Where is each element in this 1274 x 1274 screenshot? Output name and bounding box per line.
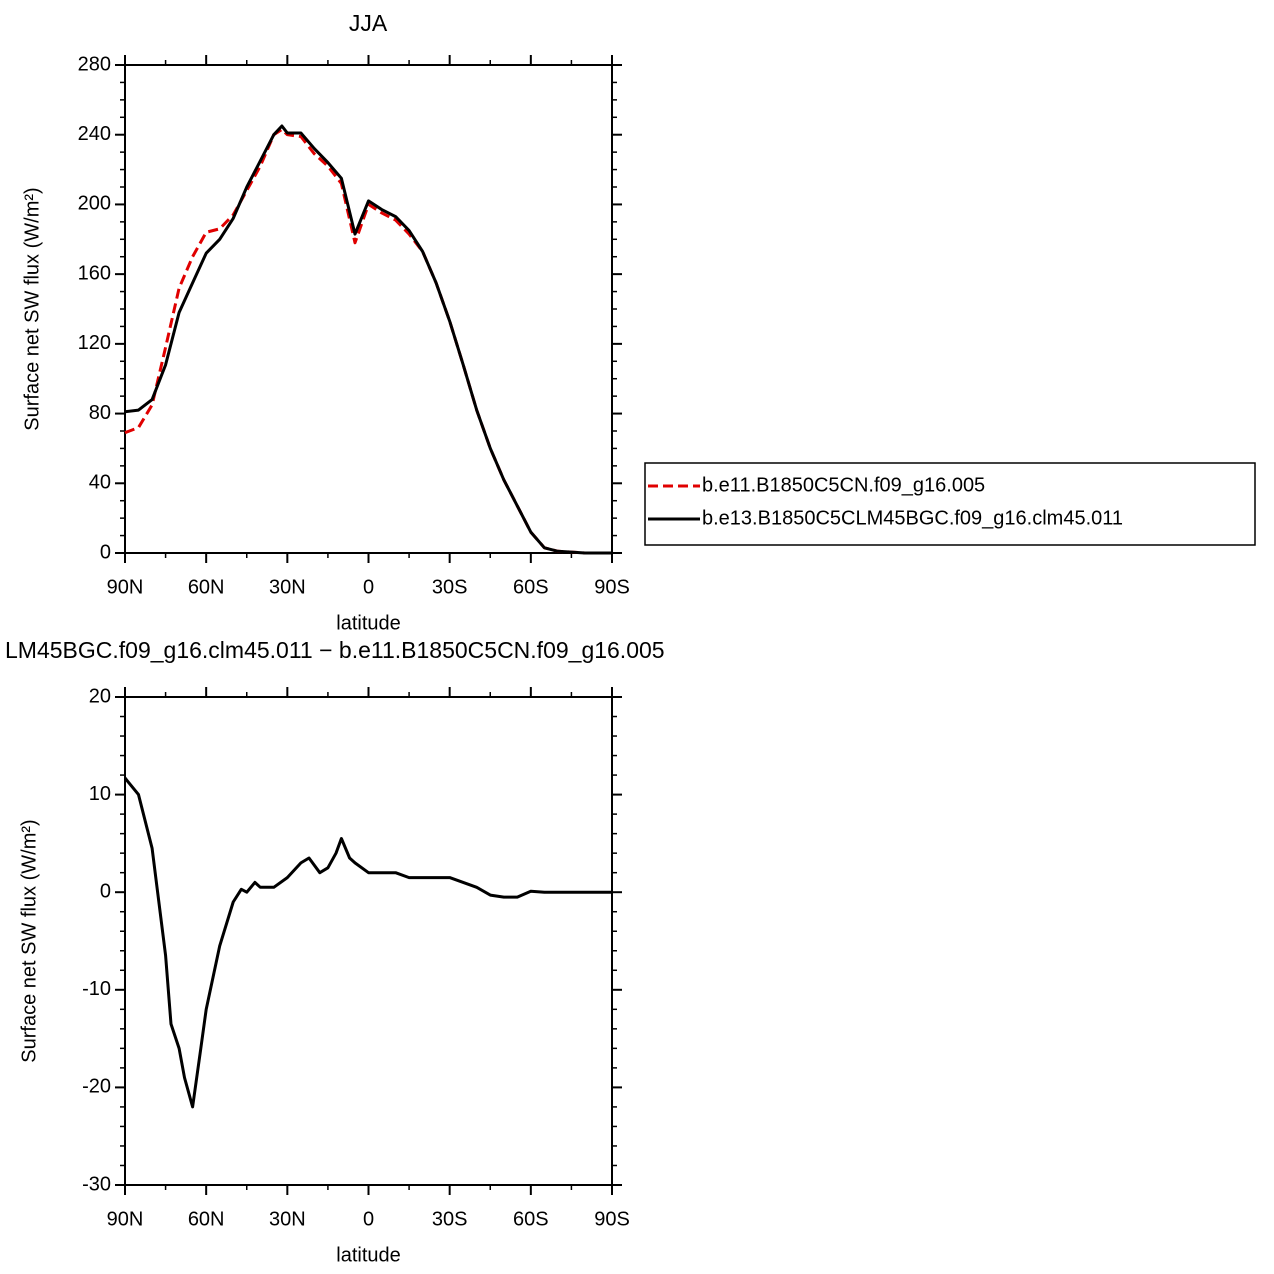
data-line xyxy=(124,128,612,555)
x-tick-label: 30N xyxy=(269,1208,306,1230)
x-tick-label: 0 xyxy=(363,576,374,598)
y-axis-label: Surface net SW flux (W/m²) xyxy=(21,187,43,430)
x-tick-label: 90N xyxy=(107,1208,144,1230)
x-tick-label: 0 xyxy=(363,1208,374,1230)
x-tick-label: 30S xyxy=(432,576,468,598)
x-tick-label: 90S xyxy=(594,576,630,598)
y-tick-label: 20 xyxy=(89,685,111,707)
data-line xyxy=(123,777,612,1109)
x-tick-label: 60S xyxy=(513,1208,549,1230)
plot-frame xyxy=(124,64,613,554)
x-tick-label: 60N xyxy=(188,576,225,598)
legend-label: b.e11.B1850C5CN.f09_g16.005 xyxy=(702,474,985,496)
x-tick-label: 30S xyxy=(432,1208,468,1230)
x-tick-label: 60N xyxy=(188,1208,225,1230)
y-tick-label: 0 xyxy=(100,541,111,563)
x-tick-label: 90S xyxy=(594,1208,630,1230)
y-tick-label: 240 xyxy=(78,123,111,145)
x-axis-label: latitude xyxy=(336,1244,401,1266)
y-tick-label: 120 xyxy=(78,332,111,354)
legend-box xyxy=(644,462,1256,546)
legend-label: b.e13.B1850C5CLM45BGC.f09_g16.clm45.011 xyxy=(702,507,1123,529)
chart-title: JJA xyxy=(349,10,388,36)
y-tick-label: 200 xyxy=(78,193,111,215)
x-axis-label: latitude xyxy=(336,612,401,634)
data-line xyxy=(124,124,612,555)
y-tick-label: -20 xyxy=(82,1076,111,1098)
y-tick-label: -30 xyxy=(82,1173,111,1195)
y-tick-label: 40 xyxy=(89,472,111,494)
y-tick-label: -10 xyxy=(82,978,111,1000)
x-tick-label: 90N xyxy=(107,576,144,598)
y-tick-label: 10 xyxy=(89,783,111,805)
plot-frame xyxy=(124,696,613,1186)
x-tick-label: 30N xyxy=(269,576,306,598)
y-tick-label: 0 xyxy=(100,880,111,902)
x-tick-label: 60S xyxy=(513,576,549,598)
y-tick-label: 160 xyxy=(78,262,111,284)
y-axis-label: Surface net SW flux (W/m²) xyxy=(18,819,40,1062)
chart-title: LM45BGC.f09_g16.clm45.011 − b.e11.B1850C… xyxy=(5,637,665,663)
y-tick-label: 280 xyxy=(78,53,111,75)
y-tick-label: 80 xyxy=(89,402,111,424)
